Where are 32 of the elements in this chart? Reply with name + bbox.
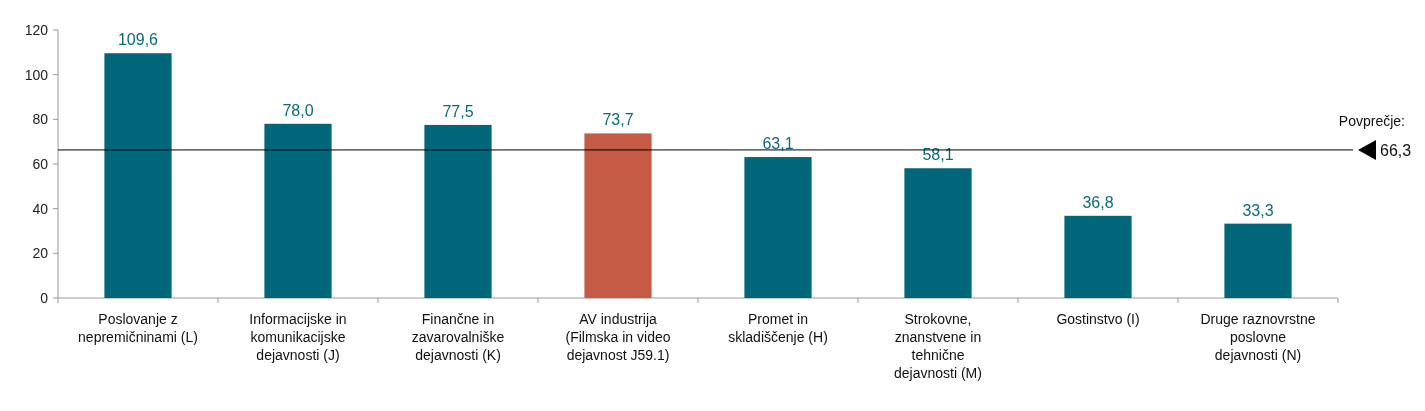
x-tick-label: Promet in skladiščenje (H) — [728, 311, 828, 345]
y-tick-label: 0 — [40, 290, 49, 306]
y-tick-label: 20 — [32, 245, 49, 262]
data-label: 77,5 — [442, 102, 474, 120]
bar — [104, 53, 172, 298]
x-tick-label: Strokovne, znanstvene in tehnične dejavnosti (M) — [894, 311, 982, 381]
data-label: 109,6 — [117, 31, 159, 49]
x-tick-label: AV industrija (Filmska in video dejavnost J59.1) — [565, 311, 671, 363]
bar — [744, 157, 812, 298]
data-label: 33,3 — [1242, 201, 1274, 219]
y-tick-label: 80 — [32, 111, 49, 128]
data-label: 73,7 — [602, 111, 634, 129]
data-label: 36,8 — [1082, 193, 1114, 211]
x-tick-label: Druge raznovrstne poslovne dejavnosti (N) — [1200, 311, 1316, 363]
data-label: 58,1 — [922, 146, 954, 164]
y-tick-label: 100 — [24, 66, 49, 83]
y-tick-label: 60 — [32, 156, 49, 172]
data-label: 78,0 — [282, 101, 314, 119]
bar — [1224, 223, 1292, 298]
bar — [1064, 215, 1132, 298]
x-tick-label: Poslovanje z nepremičninami (L) — [78, 311, 198, 345]
data-label: 63,1 — [762, 135, 794, 153]
x-tick-label: Informacijske in komunikacijske dejavnosti (J) — [249, 311, 347, 363]
x-tick-label: Finančne in zavarovalniške dejavnosti (K) — [411, 311, 505, 363]
bar — [264, 123, 332, 298]
x-tick-label: Gostinstvo (I) — [1056, 311, 1140, 327]
ref-line-label: Povprečje: 66,3 — [1338, 112, 1412, 159]
y-tick-label: 120 — [24, 22, 49, 38]
bar — [904, 168, 972, 298]
bar — [424, 124, 492, 298]
y-tick-label: 40 — [32, 200, 49, 217]
bar — [584, 133, 652, 298]
